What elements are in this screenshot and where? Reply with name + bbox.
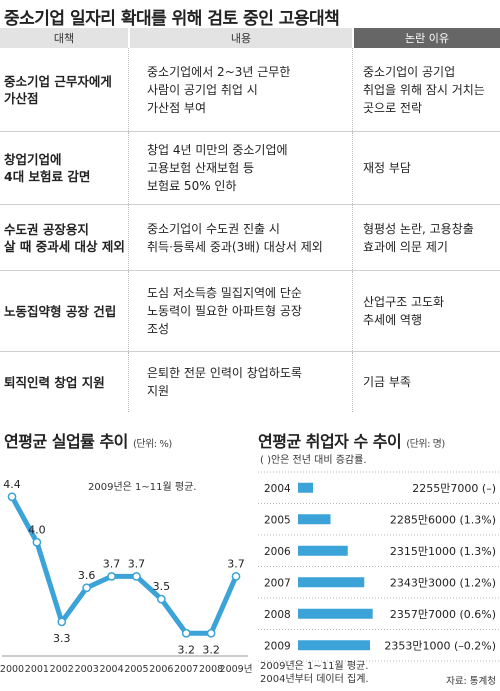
content-cell: 도심 저소득층 밀집지역에 단순 노동력이 필요한 아파트형 공장 조성 xyxy=(128,271,352,351)
controversy-cell: 형평성 논란, 고용창출 효과에 의문 제기 xyxy=(352,205,500,270)
content-cell: 중소기업이 수도권 진출 시 취득·등록세 중과(3배) 대상서 제외 xyxy=(128,205,352,270)
unemployment-data-label: 3.2 xyxy=(202,643,220,656)
unemployment-series-line xyxy=(9,495,239,636)
employment-chart-title: 연평균 취업자 수 추이 xyxy=(258,432,402,451)
unemployment-point xyxy=(132,572,141,581)
controversy-cell: 산업구조 고도화 추세에 역행 xyxy=(352,271,500,351)
employment-bar xyxy=(298,577,365,588)
controversy-cell: 재정 부담 xyxy=(352,132,500,204)
measure-cell: 퇴직인력 창업 지원 xyxy=(4,374,105,390)
unemployment-chart: 연평균 실업률 추이 (단위: %) 2009년은 1~11월 평균. 4.4 2… xyxy=(0,420,252,691)
employment-value-label: 2285만6000 (1.3%) xyxy=(390,513,496,526)
unemployment-tick-label: 2000 xyxy=(0,664,24,675)
employment-year-label: 2004 xyxy=(264,483,291,495)
unemployment-line-plot: 2009년은 1~11월 평균. 4.4 2000 4.0 2001 3.3 2002 3.… xyxy=(0,478,252,675)
unemployment-data-label: 3.2 xyxy=(177,643,195,656)
controversy-cell: 기금 부족 xyxy=(352,352,500,412)
employment-bar xyxy=(298,608,373,619)
unemployment-data-label: 3.3 xyxy=(53,632,71,645)
unemployment-data-label: 3.5 xyxy=(153,580,171,593)
employment-note-2: 2004년부터 데이터 집계. xyxy=(260,674,369,685)
header-controversy: 논란 이유 xyxy=(352,28,500,48)
employment-bar xyxy=(298,514,331,525)
source-label: 자료: 통계청 xyxy=(446,676,496,687)
unemployment-point xyxy=(181,628,191,638)
table-row: 노동집약형 공장 건립 도심 저소득층 밀집지역에 단순 노동력이 필요한 아파… xyxy=(0,271,500,352)
unemployment-tick-label: 2002 xyxy=(50,664,74,675)
unemployment-tick-label: 2008 xyxy=(199,664,223,675)
employment-bar xyxy=(298,640,370,651)
unemployment-tick-label: 2003 xyxy=(75,664,99,675)
employment-bar xyxy=(298,482,314,493)
unemployment-chart-title-block: 연평균 실업률 추이 (단위: %) xyxy=(4,428,172,452)
unemployment-data-label: 3.7 xyxy=(128,557,146,570)
employment-year-label: 2008 xyxy=(264,609,291,621)
employment-value-label: 2357만7000 (0.6%) xyxy=(390,608,496,621)
unemployment-tick-label: 2007 xyxy=(174,664,198,675)
employment-value-label: 2353만1000 (–0.2%) xyxy=(384,639,496,652)
unemployment-tick-label: 2005 xyxy=(124,664,148,675)
measure-cell: 수도권 공장용지 살 때 중과세 대상 제외 xyxy=(4,221,125,254)
unemployment-tick-label: 2001 xyxy=(25,664,49,675)
employment-chart-title-block: 연평균 취업자 수 추이 (단위: 명) xyxy=(258,428,445,452)
employment-subtitle: ( )안은 전년 대비 증감률. xyxy=(260,455,367,466)
unemployment-point xyxy=(231,572,241,581)
unemployment-tick-label: 2004 xyxy=(99,664,123,675)
table-row: 퇴직인력 창업 지원 은퇴한 전문 인력이 창업하도록 지원 기금 부족 xyxy=(0,352,500,412)
header-measure: 대책 xyxy=(0,28,128,48)
controversy-cell: 중소기업이 공기업 취업을 위해 잠시 거치는 곳으로 전락 xyxy=(352,48,500,131)
content-cell: 중소기업에서 2~3년 근무한 사람이 공기업 취업 시 가산점 부여 xyxy=(128,48,352,131)
unemployment-point xyxy=(156,594,166,604)
table-header: 대책 내용 논란 이유 xyxy=(0,28,500,48)
measure-cell: 창업기업에 4대 보험료 감면 xyxy=(4,152,91,184)
unemployment-point xyxy=(206,628,216,638)
employment-year-label: 2007 xyxy=(264,577,291,589)
unemployment-point xyxy=(7,492,17,502)
unemployment-point xyxy=(57,617,67,627)
table-row: 창업기업에 4대 보험료 감면 창업 4년 미만의 중소기업에 고용보험 산재보… xyxy=(0,132,500,205)
employment-note-1: 2009년은 1~11월 평균. xyxy=(260,661,369,672)
table-row: 수도권 공장용지 살 때 중과세 대상 제외 중소기업이 수도권 진출 시 취득… xyxy=(0,205,500,271)
employment-year-label: 2005 xyxy=(264,514,291,526)
employment-value-label: 2255만7000 (–) xyxy=(412,482,496,495)
unemployment-data-label: 3.7 xyxy=(103,557,121,570)
unemployment-chart-unit: (단위: %) xyxy=(132,439,172,450)
content-cell: 창업 4년 미만의 중소기업에 고용보험 산재보험 등 보험료 50% 인하 xyxy=(128,132,352,204)
measure-cell: 노동집약형 공장 건립 xyxy=(4,303,117,319)
unemployment-tick-label: 2009년 xyxy=(220,664,252,675)
page-title: 중소기업 일자리 확대를 위해 검토 중인 고용대책 xyxy=(4,9,340,29)
employment-value-label: 2315만1000 (1.3%) xyxy=(390,545,496,558)
employment-bar xyxy=(298,545,348,556)
employment-chart: 연평균 취업자 수 추이 (단위: 명) ( )안은 전년 대비 증감률. 20… xyxy=(258,420,500,691)
table-row: 중소기업 근무자에게 가산점 중소기업에서 2~3년 근무한 사람이 공기업 취… xyxy=(0,48,500,132)
employment-year-label: 2009 xyxy=(264,640,291,652)
unemployment-note: 2009년은 1~11월 평균. xyxy=(88,481,196,493)
unemployment-point xyxy=(32,537,42,547)
employment-bar-plot: 2004 2255만7000 (–) 2005 2285만6000 (1.3%) 200… xyxy=(258,471,500,662)
unemployment-data-label: 3.6 xyxy=(78,569,96,582)
unemployment-data-label: 4.4 xyxy=(3,478,21,491)
unemployment-data-label: 4.0 xyxy=(28,523,46,536)
unemployment-data-label: 3.7 xyxy=(227,557,245,570)
content-cell: 은퇴한 전문 인력이 창업하도록 지원 xyxy=(128,352,352,412)
employment-chart-unit: (단위: 명) xyxy=(406,439,445,450)
employment-notes: 2009년은 1~11월 평균. 2004년부터 데이터 집계. xyxy=(260,660,369,686)
employment-value-label: 2343만3000 (1.2%) xyxy=(390,576,496,589)
header-content: 내용 xyxy=(128,28,352,48)
measure-cell: 중소기업 근무자에게 가산점 xyxy=(4,73,112,106)
unemployment-point xyxy=(82,583,92,593)
employment-year-label: 2006 xyxy=(264,546,291,558)
unemployment-chart-title: 연평균 실업률 추이 xyxy=(4,432,128,451)
policy-table: 대책 내용 논란 이유 중소기업 근무자에게 가산점 중소기업에서 2~3년 근… xyxy=(0,28,500,412)
unemployment-point xyxy=(107,572,116,581)
unemployment-tick-label: 2006 xyxy=(149,664,173,675)
